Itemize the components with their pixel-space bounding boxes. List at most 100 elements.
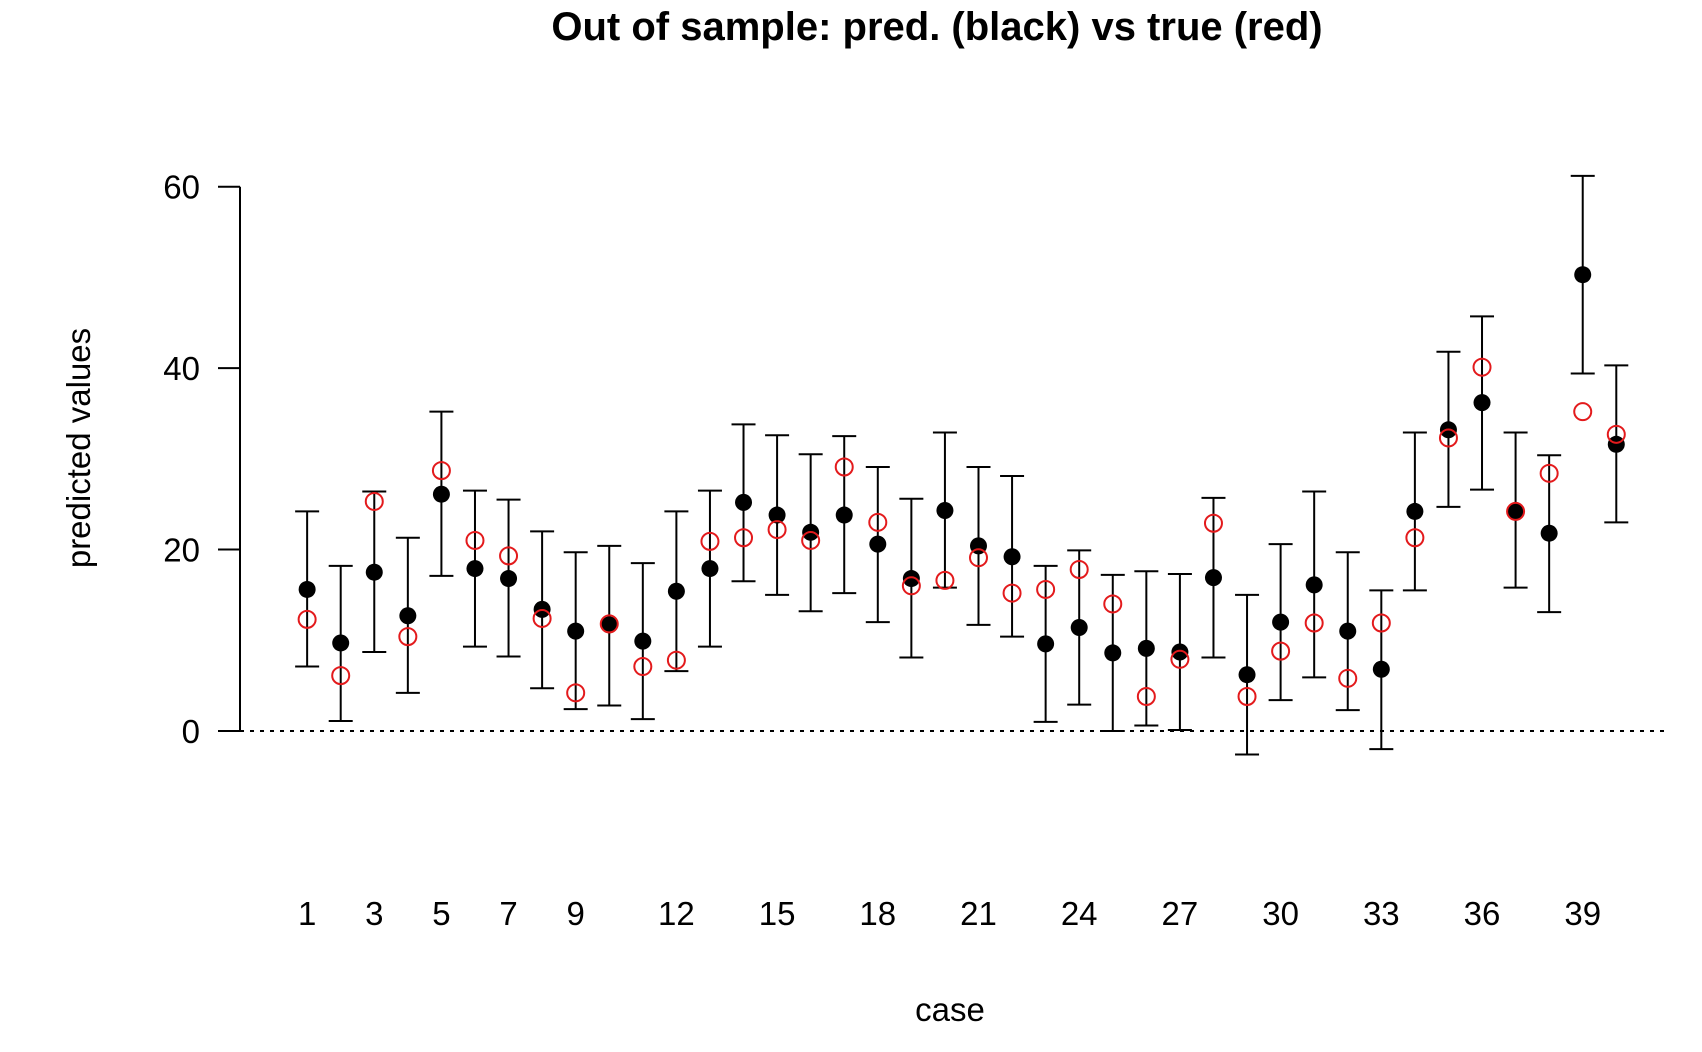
predicted-point [936,502,954,520]
x-tick-label: 21 [960,895,997,932]
predicted-point [1473,394,1491,412]
predicted-point [1070,619,1088,637]
x-tick-label: 24 [1061,895,1098,932]
true-point [297,609,317,629]
true-point [1606,424,1626,444]
predicted-point [600,616,618,634]
true-point [1170,649,1190,669]
predicted-point [1171,643,1189,661]
true-point [666,650,686,670]
predicted-point [1406,502,1424,520]
x-tick-label: 1 [298,895,316,932]
predicted-point [1339,622,1357,640]
predicted-point [1003,548,1021,566]
true-point [566,683,586,703]
y-tick-label: 60 [163,169,200,206]
true-point [499,546,519,566]
predicted-point [1037,635,1055,653]
x-axis-tick-labels: 1 3 5 7 9 12 15 18 21 24 27 30 33 36 39 [298,895,1601,932]
true-point [1002,583,1022,603]
true-point [465,530,485,550]
predicted-point [1104,644,1122,662]
true-point [1271,641,1291,661]
true-point [767,520,787,540]
true-point [1203,513,1223,533]
true-point [1103,594,1123,614]
predicted-point [902,570,920,588]
predicted-point [466,560,484,578]
true-point [364,491,384,511]
x-tick-label: 39 [1564,895,1601,932]
true-point [868,512,888,532]
true-point [801,530,821,550]
predicted-point [567,622,585,640]
true-point [1472,357,1492,377]
true-point [1338,668,1358,688]
predicted-point [432,485,450,503]
true-point [1069,559,1089,579]
predicted-point [634,632,652,650]
y-tick-label: 40 [163,350,200,387]
true-point [1405,528,1425,548]
y-axis-label: predicted values [60,328,97,568]
true-point [599,614,619,634]
x-tick-label: 18 [859,895,896,932]
x-axis-label: case [915,991,985,1028]
x-tick-label: 9 [567,895,585,932]
predicted-point [1305,576,1323,594]
true-point [1371,613,1391,633]
predicted-point [835,506,853,524]
error-bars [295,174,1629,756]
x-tick-label: 12 [658,895,695,932]
predicted-point [298,580,316,598]
true-point [1506,501,1526,521]
true-point [431,461,451,481]
true-point [1539,463,1559,483]
true-point [1438,428,1458,448]
true-point [935,570,955,590]
true-point [331,666,351,686]
y-tick-label: 20 [163,532,200,569]
predicted-point [1574,266,1592,284]
true-point [633,657,653,677]
true-point [734,528,754,548]
predicted-point [1272,613,1290,631]
predicted-point [500,570,518,588]
predicted-point [1238,666,1256,684]
predicted-point [735,493,753,511]
true-point [968,548,988,568]
x-tick-label: 5 [432,895,450,932]
x-tick-label: 33 [1363,895,1400,932]
true-point [1036,579,1056,599]
true-point [532,608,552,628]
predicted-point [1137,639,1155,657]
true-points [297,357,1626,706]
true-point [1136,686,1156,706]
predicted-point [1607,435,1625,453]
predicted-point [1204,569,1222,587]
chart-title: Out of sample: pred. (black) vs true (re… [551,5,1322,49]
x-tick-label: 30 [1262,895,1299,932]
x-tick-label: 27 [1162,895,1199,932]
true-point [1573,402,1593,422]
y-axis-ticks: 0 20 40 60 [163,169,240,750]
predicted-point [701,560,719,578]
true-point [398,627,418,647]
x-tick-label: 36 [1464,895,1501,932]
x-tick-label: 15 [759,895,796,932]
true-point [700,531,720,551]
true-point [834,457,854,477]
predicted-point [667,582,685,600]
true-point [1237,686,1257,706]
predicted-point [332,634,350,652]
predicted-point [365,563,383,581]
x-tick-label: 3 [365,895,383,932]
true-point [1304,613,1324,633]
predicted-point [399,607,417,625]
true-point [901,576,921,596]
predicted-point [869,535,887,553]
y-tick-label: 0 [182,713,200,750]
predicted-point [768,506,786,524]
